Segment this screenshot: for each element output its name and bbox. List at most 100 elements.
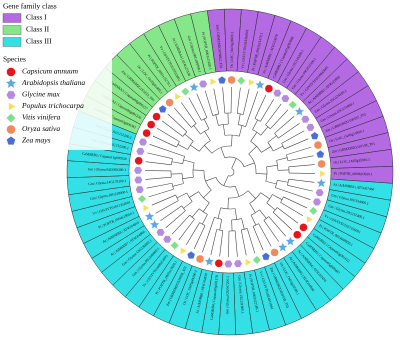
- leaf-label: Os | LOC_Os03g24600.1: [230, 31, 235, 68]
- leaf-species-marker: [310, 131, 319, 140]
- branch: [242, 89, 250, 115]
- leaf-label: CaMSRB4 | Capana09g001178: [210, 275, 219, 320]
- branch: [201, 117, 208, 121]
- branch: [146, 182, 173, 189]
- leaf-species-marker: [144, 210, 155, 222]
- leaf-species-marker: [270, 248, 279, 257]
- branch: [191, 208, 200, 218]
- branch: [265, 103, 282, 126]
- leaf-species-marker: [133, 166, 143, 175]
- branch: [224, 156, 245, 167]
- branch: [145, 176, 172, 180]
- leaf-species-marker: [293, 230, 302, 239]
- leaf-species-marker: [272, 89, 282, 97]
- legend-class-label: Class II: [26, 25, 50, 34]
- leaf-label: Gm | Glyma.13G231800.1: [237, 275, 244, 314]
- branch: [155, 200, 179, 214]
- branch: [234, 208, 237, 220]
- legend-species-label: Glycine max: [22, 90, 60, 99]
- branch: [281, 130, 305, 144]
- branch: [260, 192, 270, 200]
- leaf-species-marker: [203, 255, 215, 267]
- branch: [252, 223, 259, 227]
- branch: [145, 161, 172, 166]
- branch: [147, 152, 173, 160]
- leaf-species-marker: [195, 254, 205, 264]
- branch: [215, 114, 219, 126]
- branch: [204, 131, 211, 141]
- leaf-species-marker: [198, 80, 208, 88]
- branch: [176, 192, 187, 199]
- branch: [275, 187, 311, 200]
- branch: [215, 177, 236, 188]
- leaf-species-marker: [188, 81, 200, 92]
- tree-branches: [145, 87, 315, 257]
- branch: [250, 215, 257, 226]
- branch: [193, 225, 206, 250]
- branch: [267, 135, 277, 143]
- legend-species-marker: [6, 136, 16, 146]
- leaf-label: Vv | GSVIVT01033116001: [241, 29, 250, 69]
- branch: [220, 147, 226, 159]
- legend-class-swatch: [2, 25, 22, 35]
- leaf-species-marker: [288, 100, 298, 110]
- leaf-species-marker: [313, 140, 323, 150]
- branch: [281, 143, 285, 150]
- legend: Gene family class Species Class I Class I…: [0, 0, 112, 150]
- leaf-species-marker: [135, 185, 145, 194]
- leaf-species-marker: [223, 260, 233, 268]
- branch: [252, 119, 258, 130]
- legend-class-label: Class III: [26, 37, 52, 46]
- leaf-species-marker: [142, 128, 151, 138]
- branch: [204, 90, 214, 116]
- legend-species-title: Species: [3, 55, 26, 64]
- branch: [240, 229, 247, 256]
- legend-species-label: Capsicum annuum: [22, 67, 79, 76]
- branch: [171, 161, 183, 164]
- branch: [278, 123, 300, 139]
- leaf-label: Pt | POPTR_0002s22180.1: [248, 274, 259, 313]
- branch: [272, 207, 278, 213]
- leaf-species-marker: [316, 150, 325, 159]
- branch: [234, 230, 238, 257]
- leaf-species-marker: [299, 223, 308, 232]
- branch: [203, 189, 212, 198]
- leaf-species-marker: [133, 176, 143, 184]
- legend-species-marker: [6, 90, 16, 100]
- leaf-species-marker: [134, 156, 143, 165]
- branch: [265, 180, 277, 185]
- branch: [259, 209, 267, 219]
- branch: [248, 146, 257, 155]
- legend-species-marker: [4, 77, 18, 89]
- branch: [185, 222, 200, 246]
- leaf-species-marker: [317, 159, 326, 169]
- branch: [270, 109, 289, 130]
- branch: [272, 194, 283, 200]
- branch: [288, 178, 315, 183]
- branch: [156, 127, 180, 142]
- branch: [223, 175, 229, 186]
- leaf-label: Gm | Glyma.18G219900.1: [90, 190, 129, 201]
- branch: [167, 113, 188, 132]
- leaf-species-marker: [319, 169, 327, 178]
- leaf-label: Os | LOC_Os02g55910.1: [333, 158, 370, 165]
- branch: [214, 217, 222, 220]
- leaf-species-marker: [315, 177, 327, 188]
- leaf-species-marker: [156, 228, 166, 237]
- leaf-species-marker: [284, 235, 296, 247]
- legend-class-label: Class I: [26, 13, 47, 22]
- legend-species-label: Populus trichocarpa: [21, 101, 84, 110]
- leaf-species-marker: [138, 138, 148, 146]
- leaf-species-marker: [186, 250, 196, 259]
- branch: [241, 228, 248, 231]
- branch: [217, 207, 222, 219]
- branch: [213, 88, 220, 115]
- branch: [284, 138, 309, 150]
- leaf-species-marker: [245, 258, 253, 267]
- branch: [210, 229, 218, 255]
- branch: [266, 165, 278, 168]
- leaf-species-marker: [180, 246, 188, 255]
- branch: [202, 214, 208, 225]
- branch: [219, 230, 224, 257]
